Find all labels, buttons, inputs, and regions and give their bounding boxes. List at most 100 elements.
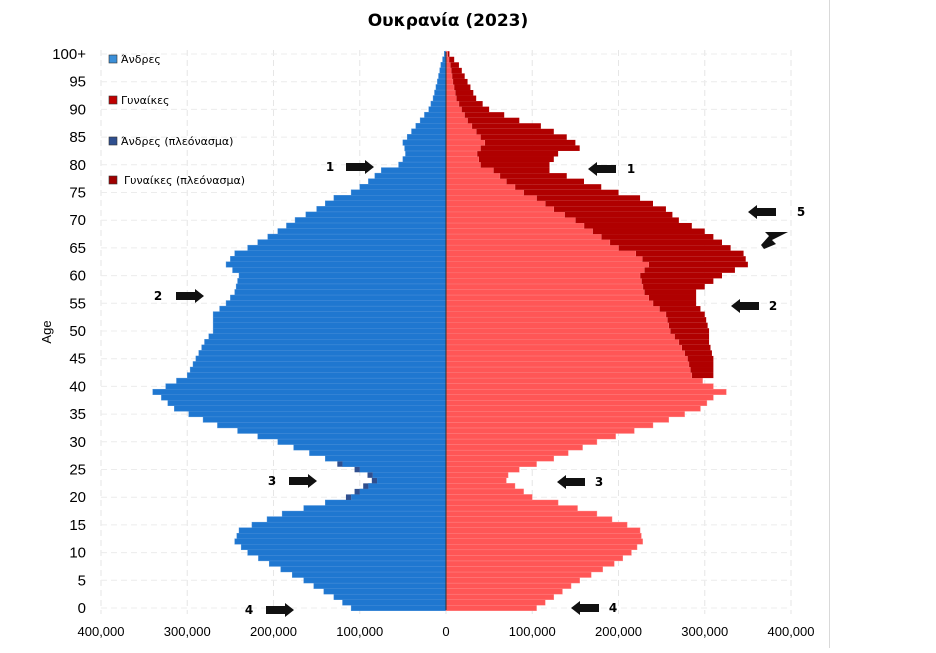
annotation-label: 2 [154,289,162,303]
male-bar [376,477,447,484]
male-bar [165,383,447,390]
male-bar [212,322,447,329]
female-bar [445,222,585,229]
x-tick-label: 400,000 [78,624,125,639]
female-bar [445,577,580,584]
female-surplus-bar [446,90,474,96]
legend-label: Άνδρες [121,53,161,66]
male-bar [247,244,447,251]
female-surplus-bar [446,84,471,91]
male-bar [434,89,447,96]
female-surplus-bar [446,73,465,79]
male-bar [368,483,447,490]
y-axis-title: Age [39,320,54,343]
axes: 400,000 300,000 200,000 100,000 0 100,000 200,… [52,46,814,639]
female-bar [445,244,619,251]
female-surplus-bar [446,117,520,124]
female-surplus-bar [446,173,567,179]
legend-swatch [108,54,118,64]
y-tick-label: 15 [69,517,86,534]
male-bar [372,472,447,479]
female-surplus-bar [446,178,584,185]
annotation-arrow [557,475,585,489]
male-bar [402,156,447,163]
female-bar [445,261,649,268]
female-bar [445,377,703,384]
male-bar [432,95,447,102]
male-bar [359,488,447,495]
female-bar [445,510,598,517]
male-bar [251,521,447,528]
female-bar [445,372,693,379]
annotations: 1 1 2 2 3 3 4 4 5 [154,160,805,617]
male-bar [240,544,447,551]
female-bar [445,593,555,600]
female-bar [445,189,524,196]
female-bar [445,200,546,207]
annotation-arrow [266,603,294,617]
female-surplus-bar [446,56,455,63]
female-bar [445,211,565,218]
male-bar [268,560,447,567]
male-bar [237,427,447,434]
female-bar [445,455,555,462]
male-bar [424,111,447,118]
male-surplus-bar [354,488,360,495]
male-bar [257,433,447,440]
female-bar [445,250,636,257]
female-bar [445,333,675,340]
female-bar [445,289,645,296]
legend-label: Άνδρες (πλεόνασμα) [121,135,233,148]
male-bar [439,67,447,74]
y-tick-label: 35 [69,406,86,423]
male-bar [187,372,447,379]
male-bar [430,100,447,107]
female-surplus-bar [446,62,459,68]
female-bar [445,95,457,102]
female-bar [445,438,598,445]
annotation-arrow [588,162,616,176]
female-bar [445,89,456,96]
female-bar [445,156,479,163]
arrow-shape [176,289,204,303]
legend: Άνδρες Γυναίκες Άνδρες (πλεόνασμα) Γυναίκες… [108,53,245,187]
male-bar [291,571,447,578]
male-bar [232,267,447,274]
male-bar [258,555,447,562]
male-bar [406,134,447,141]
female-bar [445,400,708,406]
y-tick-label: 70 [69,212,86,229]
female-bar [445,394,714,401]
annotation-arrow [346,160,374,174]
male-bar [368,178,447,185]
male-bar [350,605,447,611]
male-bar [234,250,447,257]
annotation-label: 1 [627,162,635,176]
male-bar [225,261,447,268]
arrow-shape [731,299,759,313]
female-bar [445,449,569,456]
annotation-arrow [748,205,776,219]
male-bar [234,289,447,296]
female-surplus-bar [446,156,554,163]
female-bar [445,123,473,129]
male-surplus-bar [363,483,369,489]
female-bar [445,483,516,490]
legend-swatch [108,175,118,185]
female-bar [445,161,481,168]
male-bar [192,361,447,368]
female-bar [445,466,520,473]
male-bar [325,200,447,207]
male-bar [342,599,447,606]
male-bar [189,366,447,373]
female-bar [445,106,462,113]
female-bar [445,206,555,213]
male-bar [277,438,447,445]
female-bar [445,256,643,262]
male-bar [280,566,447,573]
female-surplus-bar [446,67,462,74]
male-bar [405,150,447,157]
arrow-shape [557,475,585,489]
female-bar [445,316,668,323]
